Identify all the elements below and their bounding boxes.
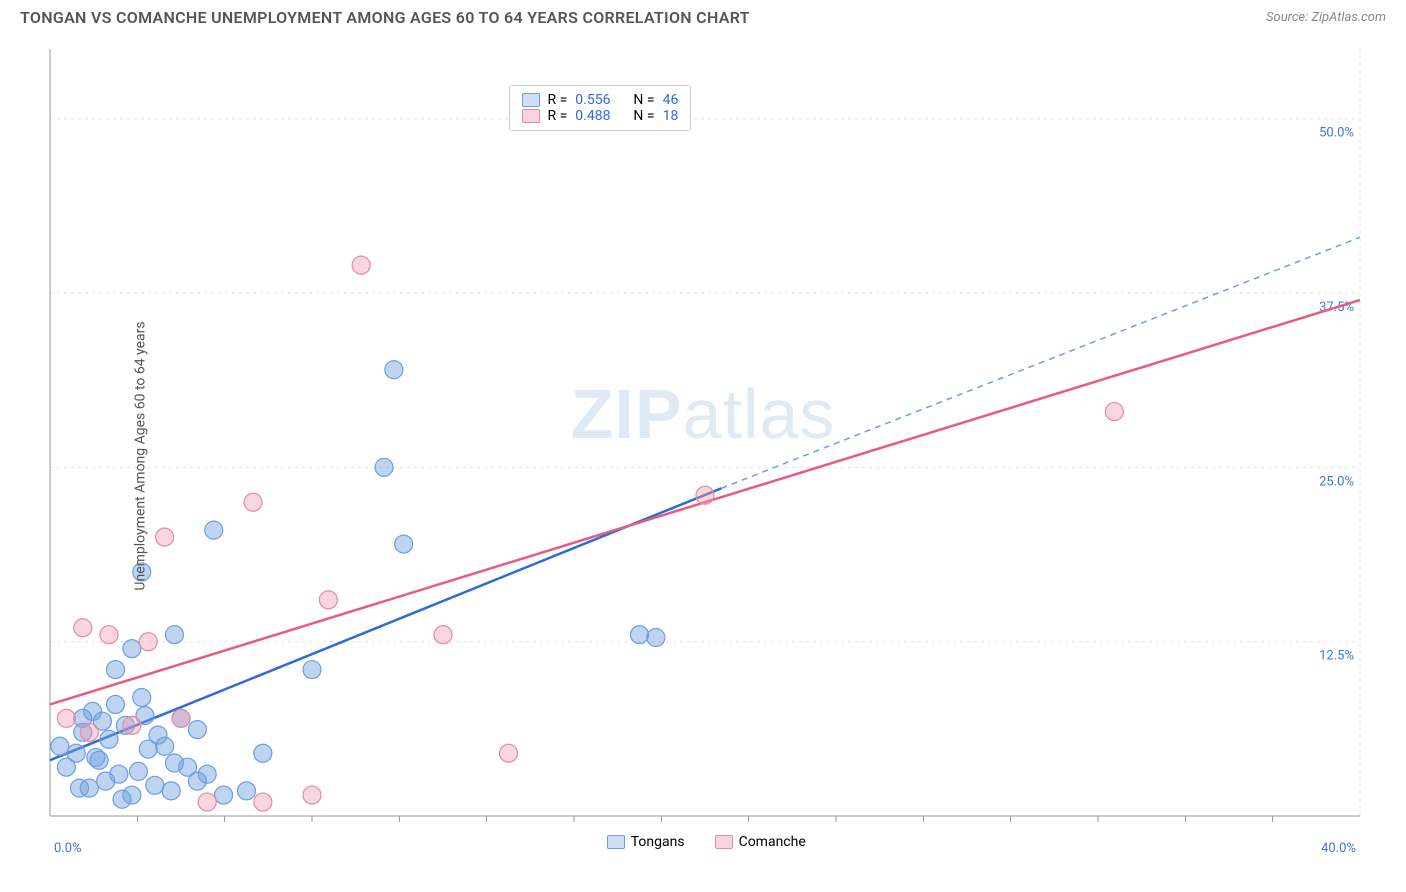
legend-swatch	[522, 109, 540, 123]
y-tick-label: 12.5%	[1319, 649, 1354, 664]
header-row: TONGAN VS COMANCHE UNEMPLOYMENT AMONG AG…	[0, 0, 1406, 31]
scatter-point	[80, 723, 98, 741]
y-tick-label: 50.0%	[1319, 126, 1354, 141]
scatter-point	[129, 762, 147, 780]
legend-item: Comanche	[715, 834, 806, 850]
scatter-point	[238, 782, 256, 800]
scatter-point	[100, 730, 118, 748]
scatter-point	[647, 628, 665, 646]
scatter-chart: 12.5%25.0%37.5%50.0%0.0%40.0%	[0, 31, 1406, 881]
scatter-point	[123, 640, 141, 658]
scatter-point	[500, 744, 518, 762]
scatter-point	[139, 633, 157, 651]
legend-item: Tongans	[607, 834, 685, 850]
y-axis-label: Unemployment Among Ages 60 to 64 years	[133, 321, 149, 590]
scatter-point	[156, 528, 174, 546]
x-tick-label: 40.0%	[1321, 841, 1356, 856]
chart-title: TONGAN VS COMANCHE UNEMPLOYMENT AMONG AG…	[20, 8, 750, 27]
scatter-point	[113, 790, 131, 808]
scatter-point	[385, 361, 403, 379]
legend-label: Comanche	[739, 834, 806, 850]
scatter-point	[133, 688, 151, 706]
scatter-point	[205, 521, 223, 539]
scatter-point	[165, 754, 183, 772]
scatter-point	[319, 591, 337, 609]
scatter-point	[149, 726, 167, 744]
scatter-point	[303, 661, 321, 679]
scatter-point	[165, 626, 183, 644]
scatter-point	[244, 493, 262, 511]
scatter-point	[110, 765, 128, 783]
scatter-point	[434, 626, 452, 644]
scatter-point	[51, 737, 69, 755]
scatter-point	[198, 765, 216, 783]
scatter-point	[172, 709, 190, 727]
scatter-point	[254, 744, 272, 762]
scatter-point	[254, 793, 272, 811]
scatter-point	[1105, 403, 1123, 421]
scatter-point	[74, 619, 92, 637]
source-label: Source: ZipAtlas.com	[1266, 10, 1386, 25]
legend-stat-row: R = 0.488 N = 18	[522, 108, 679, 124]
scatter-point	[375, 458, 393, 476]
legend-swatch	[715, 835, 733, 849]
legend-stats: R = 0.556 N = 46R = 0.488 N = 18	[509, 85, 692, 131]
scatter-point	[146, 776, 164, 794]
scatter-point	[696, 486, 714, 504]
scatter-point	[67, 744, 85, 762]
legend-label: Tongans	[631, 834, 685, 850]
scatter-point	[352, 256, 370, 274]
y-tick-label: 25.0%	[1319, 474, 1354, 489]
legend-stat-row: R = 0.556 N = 46	[522, 92, 679, 108]
scatter-point	[395, 535, 413, 553]
scatter-point	[303, 786, 321, 804]
scatter-point	[107, 661, 125, 679]
x-tick-label: 0.0%	[54, 841, 82, 856]
scatter-point	[215, 786, 233, 804]
scatter-point	[87, 748, 105, 766]
legend-series: Tongans Comanche	[607, 834, 806, 850]
scatter-point	[631, 626, 649, 644]
scatter-point	[188, 721, 206, 739]
scatter-point	[162, 782, 180, 800]
scatter-point	[107, 695, 125, 713]
legend-swatch	[522, 93, 540, 107]
scatter-point	[70, 779, 88, 797]
chart-container: Unemployment Among Ages 60 to 64 years Z…	[0, 31, 1406, 881]
scatter-point	[123, 716, 141, 734]
legend-swatch	[607, 835, 625, 849]
scatter-point	[198, 793, 216, 811]
scatter-point	[100, 626, 118, 644]
scatter-point	[57, 709, 75, 727]
